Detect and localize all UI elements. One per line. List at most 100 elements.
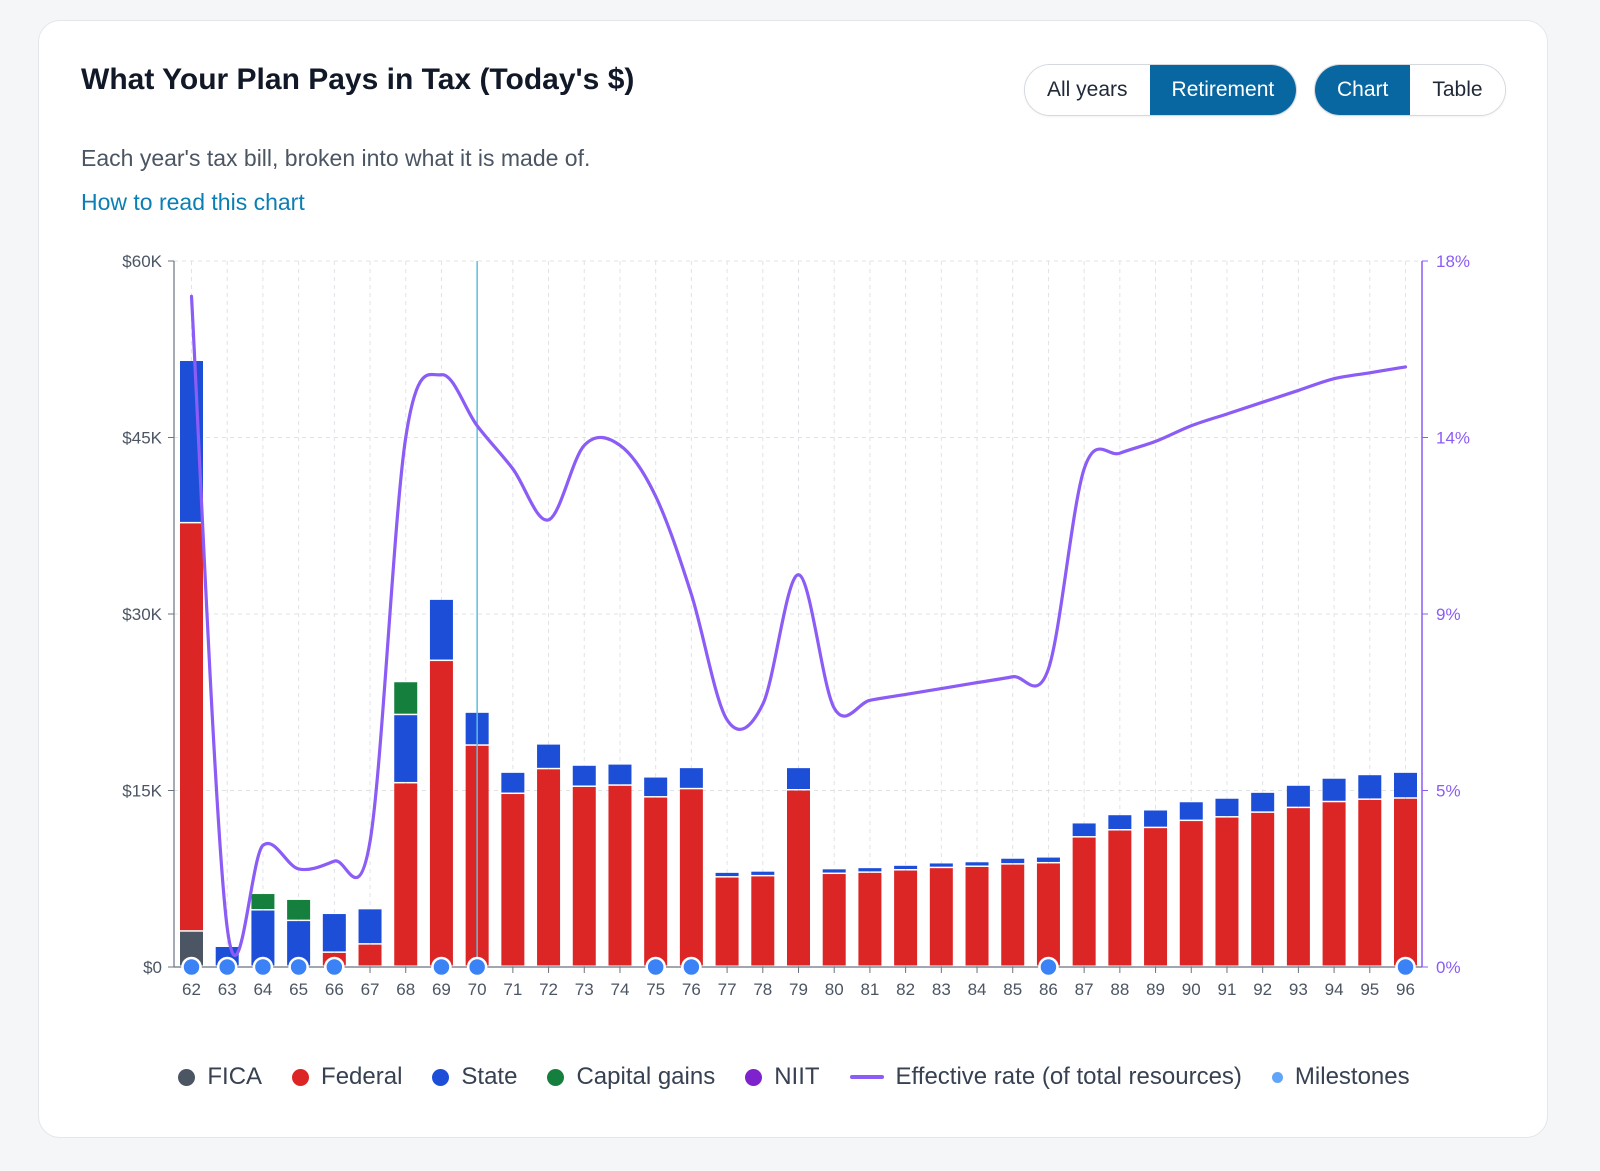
x-tick-label: 75 (646, 980, 665, 999)
x-tick-label: 84 (968, 980, 987, 999)
range-all-years-button[interactable]: All years (1025, 65, 1150, 115)
bar-capital_gains-64 (251, 894, 275, 910)
x-tick-label: 74 (611, 980, 630, 999)
bar-fica-62 (180, 931, 203, 966)
legend-item-niit[interactable]: NIIT (745, 1063, 820, 1091)
range-toggle: All years Retirement (1024, 64, 1298, 116)
milestone-marker-70 (466, 956, 488, 978)
y-left-tick-label: $60K (122, 252, 162, 271)
legend-item-capital-gains[interactable]: Capital gains (547, 1063, 715, 1091)
bar-federal-81 (858, 872, 882, 966)
bar-federal-95 (1358, 799, 1382, 966)
legend-item-federal[interactable]: Federal (292, 1063, 402, 1091)
bar-federal-89 (1144, 828, 1168, 966)
effective-rate-line (189, 294, 1408, 957)
bar-capital_gains-65 (287, 899, 311, 920)
bar-state-80 (822, 869, 846, 873)
bar-state-67 (358, 909, 382, 944)
bar-federal-93 (1286, 808, 1310, 966)
legend-item-milestone[interactable]: Milestones (1271, 1063, 1410, 1091)
x-tick-label: 88 (1110, 980, 1129, 999)
bar-federal-82 (894, 870, 918, 966)
x-tick-label: 85 (1003, 980, 1022, 999)
legend-swatch-state (432, 1068, 450, 1086)
bar-state-77 (715, 872, 739, 877)
bar-federal-91 (1215, 817, 1239, 966)
legend-label: NIIT (774, 1063, 820, 1090)
legend-label: FICA (207, 1063, 263, 1090)
x-tick-label: 68 (396, 980, 415, 999)
legend-label: State (461, 1063, 518, 1090)
bar-state-90 (1179, 802, 1203, 820)
bar-federal-80 (822, 874, 846, 966)
x-tick-label: 81 (860, 980, 879, 999)
y-right-tick-label: 5% (1436, 782, 1461, 801)
bar-state-79 (787, 768, 810, 789)
legend-swatch-effective-rate (849, 1075, 884, 1079)
milestone-marker-63 (216, 956, 238, 978)
x-tick-label: 70 (468, 980, 487, 999)
legend-item-effective-rate[interactable]: Effective rate (of total resources) (849, 1063, 1242, 1091)
view-toggle: Chart Table (1314, 64, 1506, 116)
legend-swatch-capital-gains (547, 1068, 565, 1086)
x-tick-label: 93 (1289, 980, 1308, 999)
bar-federal-71 (501, 794, 525, 966)
milestone-marker-96 (1395, 956, 1416, 978)
y-left-tick-label: $15K (122, 782, 162, 801)
bar-state-69 (429, 599, 453, 660)
view-chart-button[interactable]: Chart (1315, 65, 1411, 115)
bar-capital_gains-68 (394, 682, 418, 714)
x-tick-label: 76 (682, 980, 701, 999)
bar-federal-87 (1072, 837, 1096, 966)
bar-state-64 (251, 910, 275, 966)
bar-federal-84 (965, 866, 989, 966)
bar-federal-88 (1108, 830, 1132, 966)
bar-state-86 (1036, 857, 1060, 862)
bar-federal-68 (394, 783, 418, 966)
bar-state-78 (751, 871, 775, 875)
x-tick-label: 89 (1146, 980, 1165, 999)
bar-state-83 (929, 863, 953, 867)
bar-state-92 (1251, 792, 1275, 812)
y-right-tick-label: 0% (1436, 958, 1461, 977)
x-tick-label: 66 (325, 980, 344, 999)
legend-label: Capital gains (576, 1063, 716, 1090)
x-tick-label: 71 (503, 980, 522, 999)
x-tick-label: 82 (896, 980, 915, 999)
legend-swatch-fica (178, 1068, 196, 1086)
bar-federal-94 (1322, 802, 1346, 966)
y-right-tick-label: 14% (1436, 429, 1470, 448)
milestone-marker-64 (252, 956, 274, 978)
x-tick-label: 92 (1253, 980, 1272, 999)
legend-label: Milestones (1294, 1063, 1410, 1090)
y-left-tick-label: $30K (122, 605, 162, 624)
x-tick-label: 64 (253, 980, 272, 999)
bar-federal-90 (1179, 821, 1203, 966)
range-retirement-button[interactable]: Retirement (1149, 65, 1297, 115)
milestone-marker-65 (288, 956, 309, 978)
x-tick-label: 69 (432, 980, 451, 999)
bar-federal-74 (608, 785, 632, 966)
bar-federal-72 (537, 769, 561, 966)
bar-state-93 (1286, 785, 1310, 807)
legend-swatch-milestone (1271, 1071, 1283, 1083)
bar-state-71 (501, 772, 525, 793)
x-tick-label: 80 (825, 980, 844, 999)
milestone-marker-76 (681, 956, 702, 978)
bar-state-89 (1144, 810, 1168, 827)
bar-state-95 (1358, 775, 1382, 799)
bar-federal-83 (929, 868, 953, 966)
x-tick-label: 96 (1396, 980, 1415, 999)
milestone-marker-62 (181, 956, 202, 978)
bar-state-82 (894, 865, 918, 870)
bar-federal-69 (429, 661, 453, 966)
bar-state-91 (1215, 798, 1239, 817)
legend-item-fica[interactable]: FICA (178, 1063, 262, 1091)
view-table-button[interactable]: Table (1410, 65, 1505, 115)
milestone-marker-75 (645, 956, 666, 978)
bar-state-65 (287, 921, 311, 966)
legend-swatch-niit (745, 1068, 763, 1086)
x-tick-label: 73 (575, 980, 594, 999)
legend-item-state[interactable]: State (432, 1063, 517, 1091)
how-to-read-link[interactable]: How to read this chart (81, 189, 305, 215)
